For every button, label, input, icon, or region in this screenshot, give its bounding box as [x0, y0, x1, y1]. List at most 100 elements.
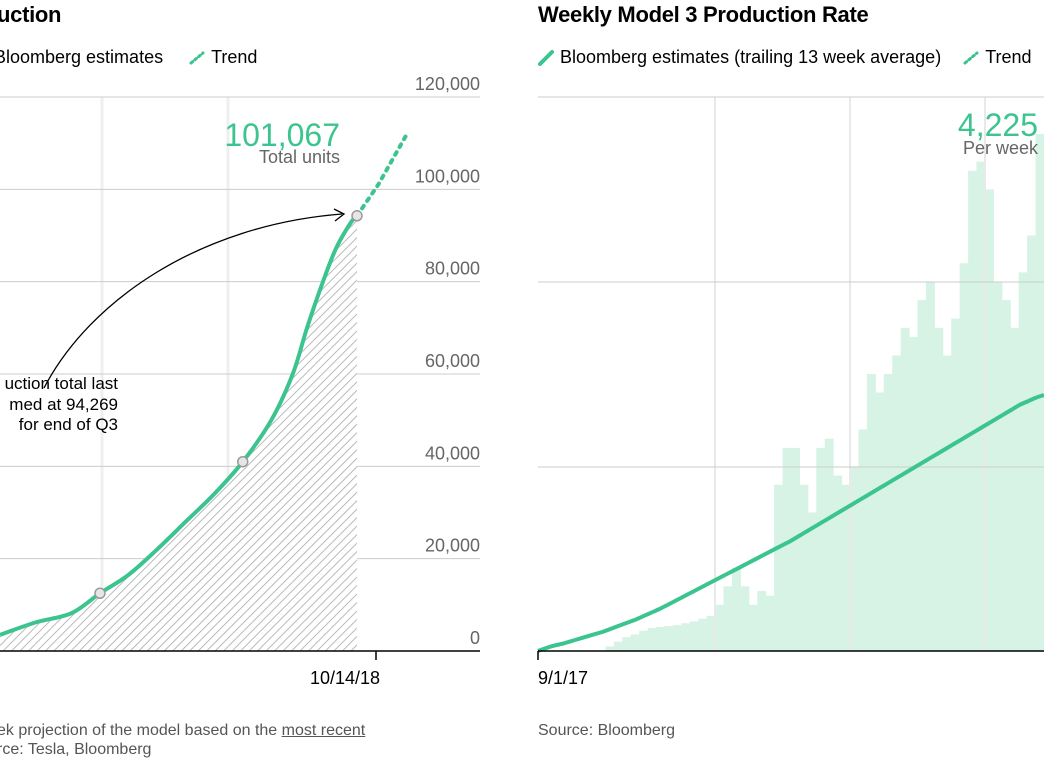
weekly-bar — [900, 327, 910, 651]
weekly-bar — [866, 374, 876, 651]
weekly-bar — [774, 484, 784, 651]
right-source: Source: Bloomberg — [538, 722, 675, 739]
weekly-bar — [656, 626, 665, 651]
right-chart: 9/1/17 4,225 Per week — [537, 96, 1044, 688]
data-marker — [94, 587, 106, 600]
weekly-bar — [858, 429, 868, 651]
weekly-bar — [689, 621, 699, 651]
left-legend: Bloomberg estimates Trend — [0, 47, 283, 68]
weekly-bar — [824, 438, 834, 651]
left-chart: 120,000100,00080,00060,00040,00020,0000 … — [0, 74, 480, 688]
left-x-tick: 10/14/18 — [310, 668, 380, 688]
weekly-bar — [799, 484, 809, 651]
trend-swatch-icon — [189, 51, 205, 64]
weekly-bar — [883, 374, 893, 651]
left-chart-title: uction — [0, 2, 62, 27]
weekly-bar — [664, 626, 674, 651]
total-units-value: 101,067 — [224, 117, 340, 153]
left-y-tick-label: 120,000 — [415, 74, 480, 94]
left-y-tick-label: 40,000 — [425, 443, 480, 463]
legend-item-weekly-trend: Trend — [963, 47, 1032, 68]
weekly-bar — [892, 355, 902, 651]
legend-trend-label: Trend — [211, 47, 258, 67]
weekly-bar — [976, 161, 986, 651]
weekly-bar — [748, 604, 758, 651]
weekly-bar — [917, 300, 927, 651]
weekly-bar — [1010, 327, 1020, 651]
left-markers — [94, 210, 363, 600]
callout-line-1: uction total last — [5, 374, 119, 393]
weekly-bar — [833, 475, 843, 651]
legend-estimates-label: Bloomberg estimates — [0, 47, 164, 67]
legend-item-weekly-estimates: Bloomberg estimates (trailing 13 week av… — [538, 47, 941, 68]
weekly-bar — [740, 586, 750, 651]
weekly-bar — [757, 590, 767, 651]
weekly-bar — [622, 637, 632, 651]
weekly-bar — [647, 627, 657, 651]
weekly-bar — [765, 595, 775, 651]
left-y-tick-label: 0 — [470, 628, 480, 648]
weekly-bar — [630, 634, 640, 651]
weekly-bar — [613, 641, 623, 651]
weekly-bar — [782, 447, 792, 651]
weekly-bar — [993, 281, 1003, 651]
right-chart-title: Weekly Model 3 Production Rate — [538, 2, 869, 27]
left-y-tick-label: 100,000 — [415, 166, 480, 186]
left-footnote: ek projection of the model based on the … — [0, 722, 365, 740]
weekly-bar — [1027, 235, 1037, 651]
callout-arrowhead-icon — [333, 208, 346, 222]
weekly-bar — [909, 337, 918, 651]
cumulative-line — [0, 214, 359, 637]
weekly-bar — [925, 281, 935, 651]
weekly-bar — [715, 604, 725, 651]
weekly-bar — [791, 447, 800, 651]
weekly-bar — [934, 327, 944, 651]
left-y-tick-label: 20,000 — [425, 536, 480, 556]
legend-item-trend: Trend — [189, 47, 257, 68]
weekly-bar — [959, 263, 969, 651]
left-y-tick-label: 60,000 — [425, 351, 480, 371]
data-marker — [351, 210, 363, 222]
right-vertical-grid — [714, 97, 986, 651]
total-units-label: Total units — [259, 147, 340, 167]
weekly-bar — [1001, 300, 1011, 651]
footnote-text: ek projection of the model based on the — [0, 722, 282, 739]
callout-line-3: for end of Q3 — [19, 415, 118, 434]
left-y-tick-label: 80,000 — [425, 259, 480, 279]
weekly-bar — [672, 625, 682, 651]
weekly-rate-label: Per week — [963, 138, 1039, 158]
cumulative-area — [0, 215, 357, 651]
weekly-bars — [605, 133, 1044, 652]
trend-line — [355, 131, 409, 218]
legend-item-estimates: Bloomberg estimates — [0, 47, 163, 68]
callout-arrow — [43, 213, 343, 389]
weekly-bar — [639, 630, 649, 651]
weekly-bar — [841, 484, 851, 651]
weekly-bar — [681, 623, 691, 651]
weekly-bar — [807, 512, 817, 651]
weekly-bar — [942, 355, 952, 651]
left-y-ticks: 120,000 100,000 80,000 60,000 40,000 20,000 0 — [415, 74, 480, 648]
weekly-bar — [723, 586, 733, 651]
right-horizontal-grid — [538, 96, 1044, 468]
right-x-tick: 9/1/17 — [538, 668, 588, 688]
weekly-bar — [968, 170, 978, 651]
weekly-bar — [698, 618, 708, 651]
weekly-bar — [1035, 133, 1044, 651]
callout-line-2: med at 94,269 — [9, 395, 118, 414]
trend-swatch-icon — [963, 51, 979, 64]
most-recent-link[interactable]: most recent — [281, 722, 366, 739]
right-legend: Bloomberg estimates (trailing 13 week av… — [538, 47, 1044, 68]
weekly-average-line — [537, 393, 1044, 653]
weekly-bar — [850, 466, 859, 651]
weekly-bar — [984, 189, 994, 652]
data-marker — [237, 455, 249, 468]
weekly-bar — [816, 447, 826, 651]
weekly-bar — [1018, 272, 1028, 651]
weekly-bar — [951, 318, 961, 651]
legend-weekly-estimates-label: Bloomberg estimates (trailing 13 week av… — [560, 47, 942, 67]
weekly-bar — [706, 615, 716, 651]
legend-weekly-trend-label: Trend — [985, 47, 1032, 67]
series-swatch-icon — [538, 49, 554, 66]
